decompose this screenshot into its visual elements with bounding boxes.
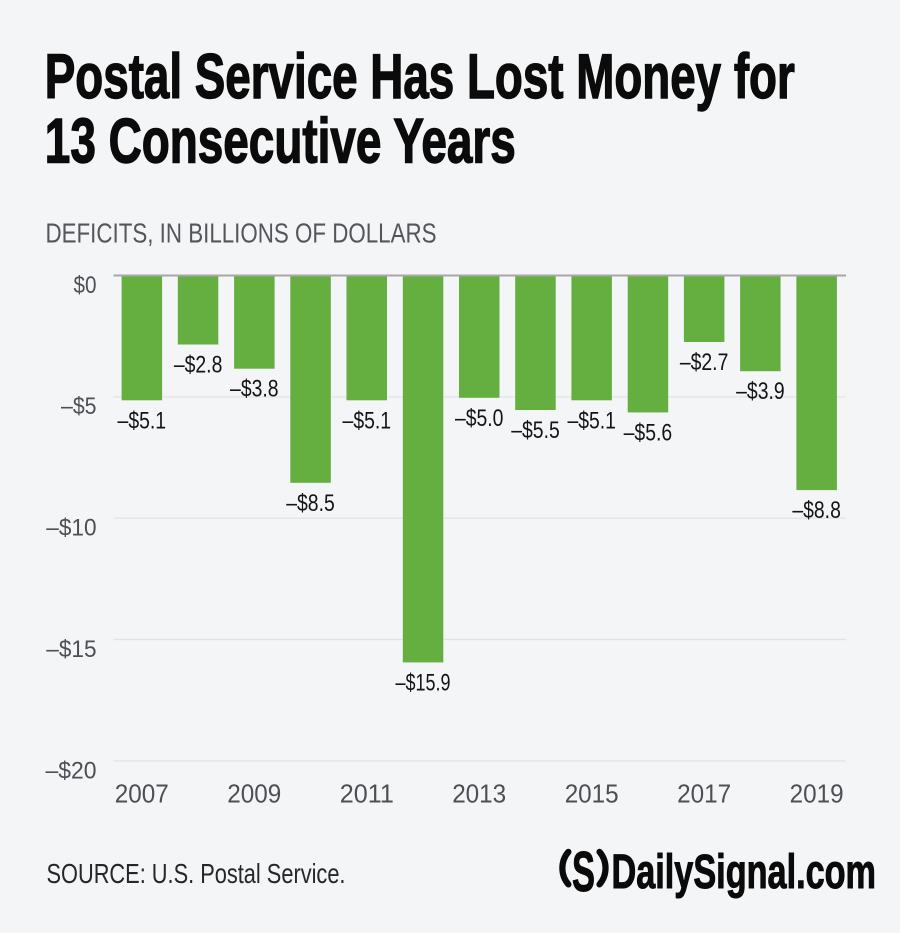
svg-text:S: S	[572, 840, 595, 904]
svg-text:–$8.8: –$8.8	[792, 497, 841, 524]
svg-text:$0: $0	[74, 272, 97, 299]
svg-text:DEFICITS, IN BILLIONS OF DOLLA: DEFICITS, IN BILLIONS OF DOLLARS	[46, 218, 437, 249]
svg-text:2017: 2017	[677, 779, 731, 809]
svg-text:–$5.1: –$5.1	[118, 407, 167, 434]
svg-text:–$2.7: –$2.7	[680, 349, 729, 376]
svg-text:–$5.1: –$5.1	[567, 407, 616, 434]
svg-text:–$5.1: –$5.1	[343, 407, 392, 434]
svg-text:–$3.9: –$3.9	[736, 378, 785, 405]
svg-text:2013: 2013	[452, 779, 506, 809]
svg-text:–$10: –$10	[46, 515, 96, 542]
svg-text:2019: 2019	[790, 779, 844, 809]
svg-text:2007: 2007	[115, 779, 169, 809]
svg-text:13 Consecutive Years: 13 Consecutive Years	[45, 107, 516, 177]
svg-text:–$3.8: –$3.8	[230, 376, 279, 403]
svg-text:Postal Service Has Lost Money: Postal Service Has Lost Money for	[45, 42, 795, 112]
svg-text:–$15.9: –$15.9	[396, 669, 451, 696]
svg-text:–$15: –$15	[46, 636, 96, 663]
svg-text:DailySignal.com: DailySignal.com	[612, 846, 877, 899]
svg-text:–$5.6: –$5.6	[624, 419, 673, 446]
svg-text:–$20: –$20	[46, 757, 97, 784]
svg-text:–$5: –$5	[61, 393, 97, 420]
svg-text:–$2.8: –$2.8	[174, 352, 223, 379]
svg-text:–$5.0: –$5.0	[455, 405, 504, 432]
svg-text:2011: 2011	[340, 779, 394, 809]
svg-text:–$8.5: –$8.5	[286, 490, 335, 517]
svg-text:2015: 2015	[565, 779, 619, 809]
svg-text:–$5.5: –$5.5	[511, 417, 560, 444]
svg-text:SOURCE: U.S. Postal Service.: SOURCE: U.S. Postal Service.	[47, 858, 346, 889]
svg-text:2009: 2009	[227, 779, 281, 809]
